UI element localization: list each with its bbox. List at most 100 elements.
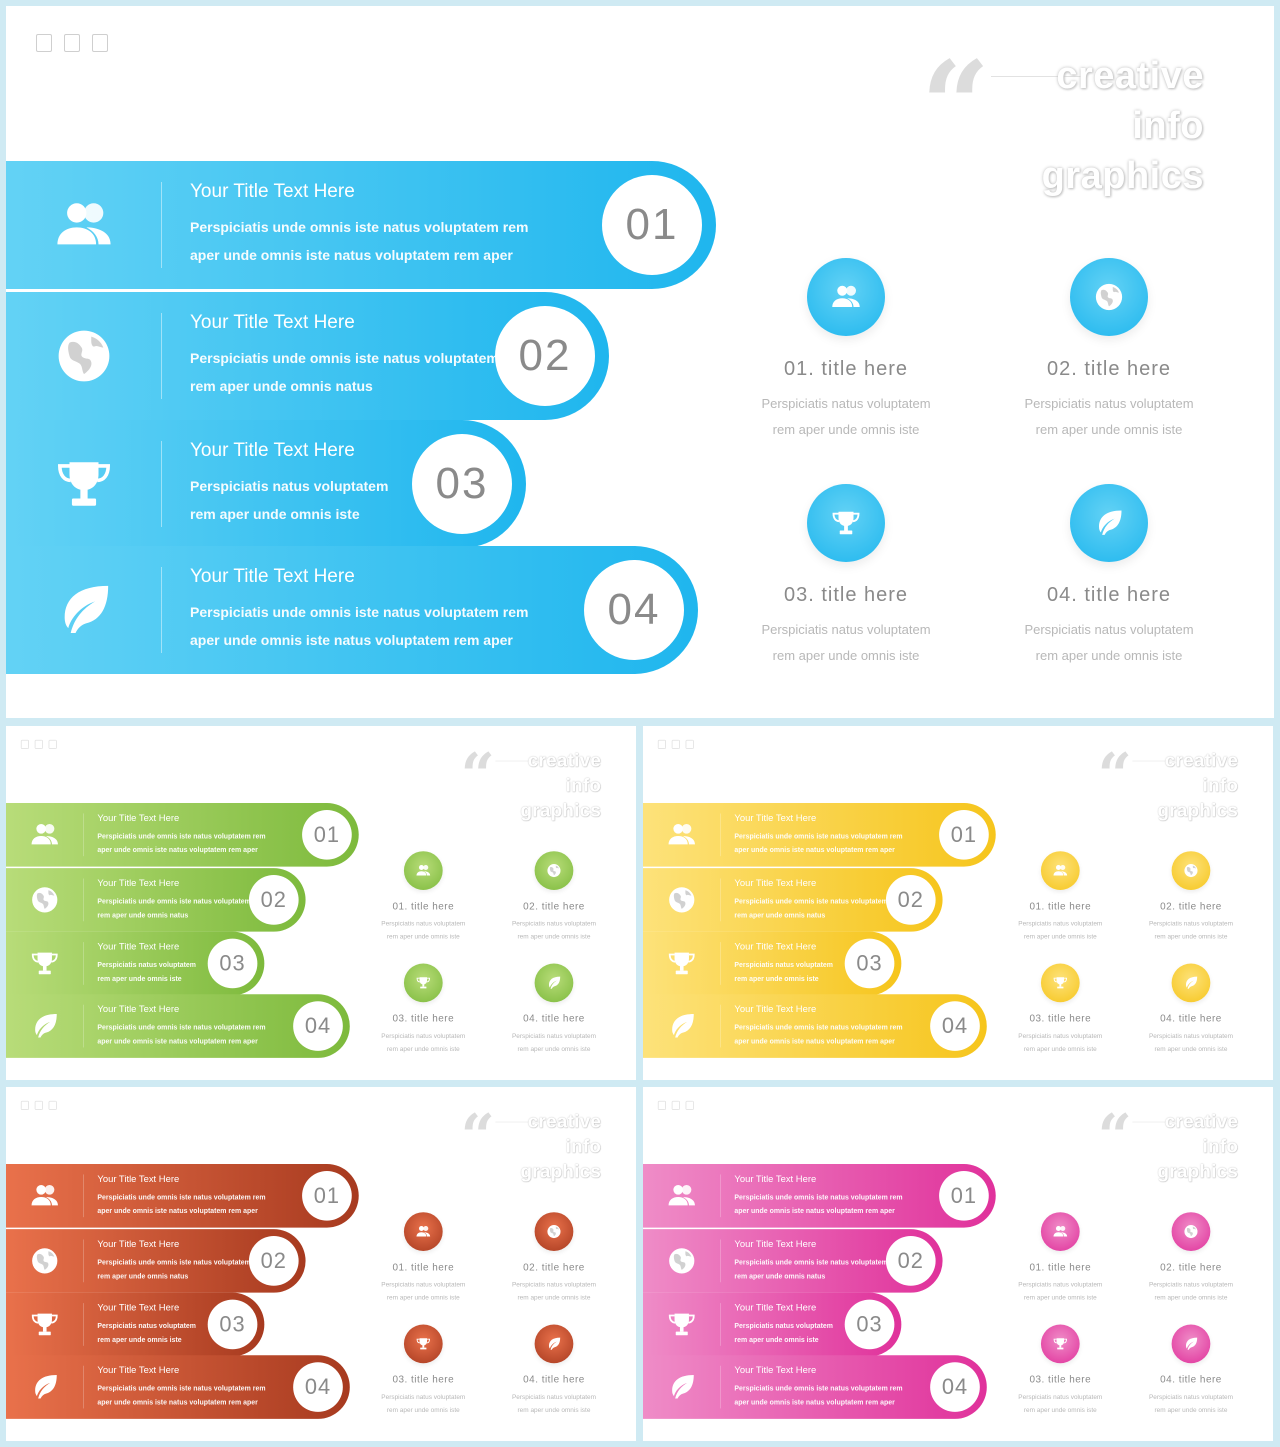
headline-line-2: info — [1202, 775, 1239, 797]
chart-icon[interactable] — [20, 1100, 29, 1110]
leaf-icon — [6, 1355, 83, 1419]
card-02: 02. title here Perspiciatis natus volupt… — [1136, 1212, 1245, 1304]
quote-mark: “ — [1097, 1101, 1132, 1172]
leaf-icon — [6, 546, 161, 674]
band-03: Your Title Text Here Perspiciatis natus … — [643, 1292, 902, 1357]
card-number: 04 — [1046, 584, 1072, 606]
headline-line-3: graphics — [1157, 800, 1239, 821]
headline-line-2: info — [1202, 1136, 1239, 1158]
image-icon[interactable] — [34, 739, 43, 749]
slide-toolbar — [20, 739, 57, 749]
card-desc-line1: Perspiciatis natus voluptatem — [1148, 919, 1233, 928]
globe-icon — [6, 1229, 83, 1293]
chart-icon[interactable] — [20, 739, 29, 749]
card-title: 01. title here — [392, 1261, 455, 1273]
band-number: 01 — [939, 1170, 989, 1221]
image-icon[interactable] — [64, 34, 80, 52]
band-04: Your Title Text Here Perspiciatis unde o… — [6, 1355, 350, 1419]
document-icon[interactable] — [685, 739, 694, 749]
card-title-text: title here — [1084, 584, 1172, 606]
slide-green: “ creative info graphics Your Title Text… — [6, 726, 636, 1080]
band-desc-line2: aper unde omnis iste natus voluptatem re… — [734, 1036, 895, 1045]
chart-icon[interactable] — [657, 1100, 666, 1110]
band-title: Your Title Text Here — [190, 440, 355, 461]
document-icon[interactable] — [685, 1100, 694, 1110]
band-number: 01 — [302, 1170, 352, 1221]
card-desc-line2: rem aper unde omnis iste — [1023, 1293, 1097, 1302]
band-title: Your Title Text Here — [734, 941, 817, 953]
band-desc-line1: Perspiciatis unde omnis iste natus volup… — [97, 1023, 266, 1032]
image-icon[interactable] — [34, 1100, 43, 1110]
band-desc-line1: Perspiciatis unde omnis iste natus volup… — [190, 219, 529, 235]
card-number: 01 — [392, 900, 405, 912]
band-desc-line2: rem aper unde omnis iste — [97, 1335, 182, 1344]
chart-icon[interactable] — [657, 739, 666, 749]
band-title: Your Title Text Here — [734, 1365, 817, 1376]
band-title: Your Title Text Here — [734, 1239, 817, 1250]
band-desc-line1: Perspiciatis natus voluptatem — [734, 1321, 833, 1330]
band-01: Your Title Text Here Perspiciatis unde o… — [643, 803, 996, 867]
leaf-icon — [6, 994, 83, 1058]
band-01: Your Title Text Here Perspiciatis unde o… — [6, 161, 716, 289]
band-number: 02 — [885, 1236, 936, 1286]
band-desc-line2: rem aper unde omnis iste — [190, 506, 360, 522]
band-desc-line2: rem aper unde omnis iste — [734, 974, 819, 983]
card-desc-line1: Perspiciatis natus voluptatem — [381, 1032, 466, 1040]
band-desc-line2: rem aper unde omnis natus — [190, 378, 373, 394]
headline: creative info graphics — [1042, 51, 1204, 201]
image-icon[interactable] — [671, 1100, 680, 1110]
band-02: Your Title Text Here Perspiciatis unde o… — [643, 868, 943, 932]
band-number: 04 — [293, 1362, 343, 1412]
document-icon[interactable] — [48, 739, 57, 749]
card-title-text: title here — [541, 1374, 585, 1386]
document-icon[interactable] — [48, 1100, 57, 1110]
card-desc-line2: rem aper unde omnis iste — [386, 1405, 460, 1414]
headline-line-3: graphics — [1041, 155, 1204, 197]
card-desc-line2: rem aper unde omnis iste — [517, 1405, 591, 1414]
users-icon — [1040, 1212, 1080, 1251]
slide-yellow: “ creative info graphics Your Title Text… — [643, 726, 1273, 1080]
card-title-text: title here — [411, 900, 455, 912]
card-desc-line1: Perspiciatis natus voluptatem — [1018, 1393, 1103, 1401]
trophy-icon — [807, 484, 885, 562]
card-desc-line1: Perspiciatis natus voluptatem — [381, 1393, 466, 1401]
card-title: 01. title here — [1029, 900, 1092, 912]
trophy-icon — [643, 1293, 720, 1357]
band-desc-line2: aper unde omnis iste natus voluptatem re… — [97, 845, 258, 854]
slide-content: “ creative info graphics Your Title Text… — [6, 6, 1274, 718]
trophy-icon — [1040, 963, 1080, 1003]
trophy-icon — [1040, 1324, 1080, 1364]
headline-line-2: info — [1132, 105, 1204, 147]
card-title-text: title here — [541, 1013, 585, 1025]
card-desc-line2: rem aper unde omnis iste — [386, 1044, 460, 1053]
card-desc-line2: rem aper unde omnis iste — [1154, 1044, 1228, 1053]
card-title-text: title here — [1084, 358, 1172, 380]
card-03: 03. title here Perspiciatis natus volupt… — [1006, 963, 1115, 1055]
card-number: 03 — [392, 1013, 405, 1025]
chart-icon[interactable] — [36, 34, 52, 52]
band-desc-line1: Perspiciatis unde omnis iste natus volup… — [97, 1192, 266, 1201]
card-title: 04. title here — [1160, 1013, 1222, 1025]
card-title: 02. title here — [1160, 900, 1222, 912]
card-desc-line2: rem aper unde omnis iste — [1023, 1044, 1097, 1053]
card-01: 01. title here Perspiciatis natus volupt… — [1006, 851, 1115, 943]
globe-icon — [6, 868, 83, 932]
card-title: 03. title here — [783, 584, 909, 606]
card-desc-line2: rem aper unde omnis iste — [1023, 932, 1097, 941]
card-title-text: title here — [411, 1013, 455, 1025]
headline: creative info graphics — [1157, 748, 1238, 823]
card-desc-line2: rem aper unde omnis iste — [517, 1293, 591, 1302]
band-divider — [161, 182, 162, 268]
card-02: 02. title here Perspiciatis natus volupt… — [499, 851, 608, 943]
globe-icon — [6, 292, 161, 420]
document-icon[interactable] — [92, 34, 108, 52]
leaf-icon — [1171, 963, 1211, 1003]
band-number: 01 — [302, 809, 352, 860]
band-02: Your Title Text Here Perspiciatis unde o… — [643, 1229, 943, 1293]
band-02: Your Title Text Here Perspiciatis unde o… — [6, 868, 306, 932]
card-title-text: title here — [541, 900, 585, 912]
card-03: 03. title here Perspiciatis natus volupt… — [369, 1324, 478, 1416]
card-desc-line1: Perspiciatis natus voluptatem — [1148, 1032, 1233, 1040]
image-icon[interactable] — [671, 739, 680, 749]
quote-mark: “ — [1097, 740, 1132, 811]
